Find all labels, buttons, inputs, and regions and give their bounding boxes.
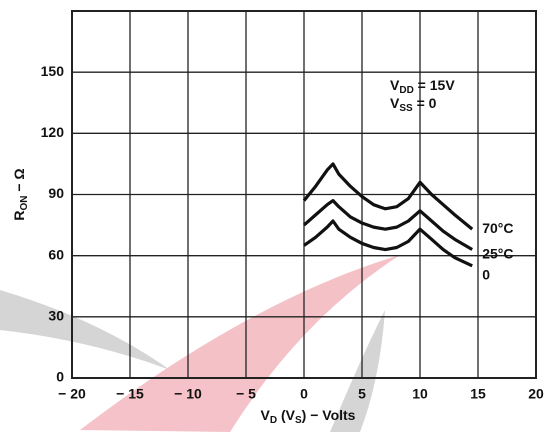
series-label: 70°C	[482, 220, 513, 236]
series-line	[303, 219, 473, 268]
x-axis-label: VD (VS) − Volts	[261, 407, 356, 426]
watermark	[0, 255, 400, 432]
annotation-part: = 15V	[414, 77, 456, 93]
x-tick-label: 15	[470, 386, 486, 402]
annotation-part: SS	[399, 103, 413, 114]
annotation: VDD = 15V	[390, 77, 455, 96]
y-axis-label-part: ON	[19, 196, 30, 211]
x-tick-label: 20	[528, 386, 544, 402]
y-tick-label: 120	[41, 124, 65, 140]
x-axis-label-part: D	[270, 415, 277, 426]
series-line	[302, 162, 474, 231]
y-tick-label: 60	[48, 246, 64, 262]
y-tick-label: 0	[56, 369, 64, 385]
y-axis-label: RON − Ω	[11, 168, 30, 220]
series-label: 25°C	[482, 245, 513, 261]
y-tick-label: 30	[48, 308, 64, 324]
x-axis-label-part: (V	[277, 407, 296, 423]
x-tick-label: 10	[412, 386, 428, 402]
y-axis-label-part: R	[11, 211, 27, 221]
x-axis-label-part: ) − Volts	[302, 407, 356, 423]
y-tick-label: 90	[48, 185, 64, 201]
x-axis-label-part: V	[261, 407, 271, 423]
y-axis-label-part: − Ω	[11, 168, 27, 195]
y-tick-label: 150	[41, 63, 65, 79]
x-tick-label: 0	[300, 386, 308, 402]
annotation-part: = 0	[413, 95, 437, 111]
annotation: VSS = 0	[390, 95, 437, 114]
x-tick-label: − 15	[116, 386, 144, 402]
series-line	[302, 199, 474, 251]
x-axis-label-part: S	[295, 415, 302, 426]
x-tick-label: 5	[358, 386, 366, 402]
series-label: 0	[482, 267, 490, 283]
x-tick-label: − 10	[174, 386, 202, 402]
x-tick-label: − 20	[58, 386, 86, 402]
annotation-part: DD	[399, 85, 413, 96]
annotation-part: V	[390, 95, 400, 111]
x-tick-label: − 5	[236, 386, 256, 402]
annotation-part: V	[390, 77, 400, 93]
